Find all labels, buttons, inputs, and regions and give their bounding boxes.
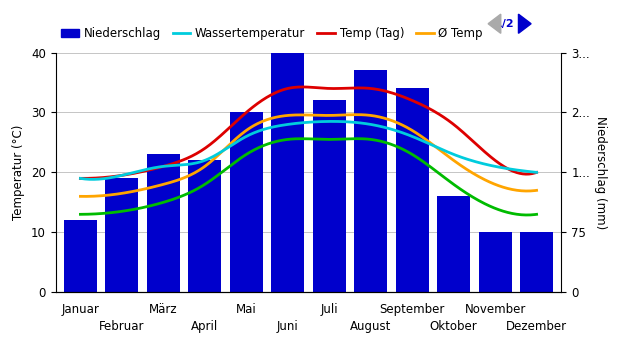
Bar bbox=[479, 232, 511, 292]
Bar bbox=[271, 52, 304, 292]
Bar bbox=[106, 178, 138, 292]
Text: 1/2: 1/2 bbox=[495, 19, 515, 29]
Bar bbox=[147, 154, 180, 292]
Polygon shape bbox=[518, 14, 531, 33]
Bar bbox=[64, 220, 97, 292]
Text: Dezember: Dezember bbox=[506, 320, 567, 333]
Bar bbox=[437, 196, 470, 292]
Bar bbox=[230, 112, 263, 292]
Text: Mai: Mai bbox=[236, 303, 257, 316]
Text: April: April bbox=[191, 320, 218, 333]
Text: Juli: Juli bbox=[320, 303, 338, 316]
Text: November: November bbox=[465, 303, 526, 316]
Text: Oktober: Oktober bbox=[430, 320, 478, 333]
Y-axis label: Temperatur (°C): Temperatur (°C) bbox=[12, 125, 25, 220]
Legend: Niederschlag, Wassertemperatur, Temp (Tag), Ø Temp: Niederschlag, Wassertemperatur, Temp (Ta… bbox=[56, 22, 487, 45]
Y-axis label: Niederschlag (mm): Niederschlag (mm) bbox=[594, 116, 607, 229]
Text: März: März bbox=[149, 303, 178, 316]
Text: September: September bbox=[379, 303, 445, 316]
Bar bbox=[354, 70, 387, 292]
Bar bbox=[188, 160, 222, 292]
Text: Juni: Juni bbox=[277, 320, 299, 333]
Polygon shape bbox=[488, 14, 501, 33]
Bar bbox=[520, 232, 553, 292]
Text: August: August bbox=[350, 320, 391, 333]
Text: Februar: Februar bbox=[99, 320, 144, 333]
Bar bbox=[395, 89, 429, 292]
Text: Januar: Januar bbox=[62, 303, 99, 316]
Bar bbox=[313, 100, 346, 292]
